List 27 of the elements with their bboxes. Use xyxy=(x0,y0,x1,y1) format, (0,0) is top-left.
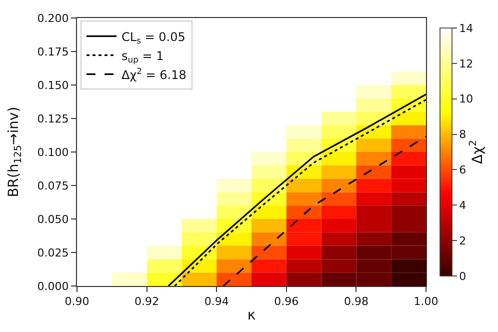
y-tick-label: 0.075 xyxy=(37,179,69,192)
y-tick-label: 0.125 xyxy=(37,112,69,126)
legend-label: s$_{up}$ = 1 xyxy=(121,48,164,64)
legend-label: CL$_{s}$ = 0.05 xyxy=(121,30,186,46)
color-bar-label: 12 xyxy=(459,57,474,70)
y-tick-label: 0.050 xyxy=(37,212,69,226)
x-axis-title: κ xyxy=(247,308,256,324)
color-bar-label: 14 xyxy=(459,22,474,35)
x-tick-label: 0.92 xyxy=(134,295,160,308)
color-bar-label: 10 xyxy=(459,92,474,106)
y-tick-label: 0.200 xyxy=(37,12,69,25)
x-tick-label: 0.98 xyxy=(344,295,368,308)
legend-label: Δχ$^{2}$ = 6.18 xyxy=(121,66,186,82)
color-bar-label: 8 xyxy=(459,128,466,142)
x-tick-label: 0.96 xyxy=(274,295,299,308)
x-tick-label: 0.94 xyxy=(204,295,229,308)
x-tick-label: 1.00 xyxy=(414,295,438,308)
color-bar-label: 0 xyxy=(459,270,466,283)
y-tick-label: 0.150 xyxy=(37,78,69,92)
y-tick-label: 0.100 xyxy=(37,146,69,159)
color-bar-label: 4 xyxy=(459,198,466,212)
color-bar-label: 2 xyxy=(459,234,466,248)
y-tick-label: 0.025 xyxy=(37,246,69,260)
x-tick-label: 0.90 xyxy=(64,295,90,308)
y-tick-label: 0.175 xyxy=(37,45,69,58)
color-bar-label: 6 xyxy=(459,164,466,177)
y-tick-label: 0.000 xyxy=(37,280,69,293)
